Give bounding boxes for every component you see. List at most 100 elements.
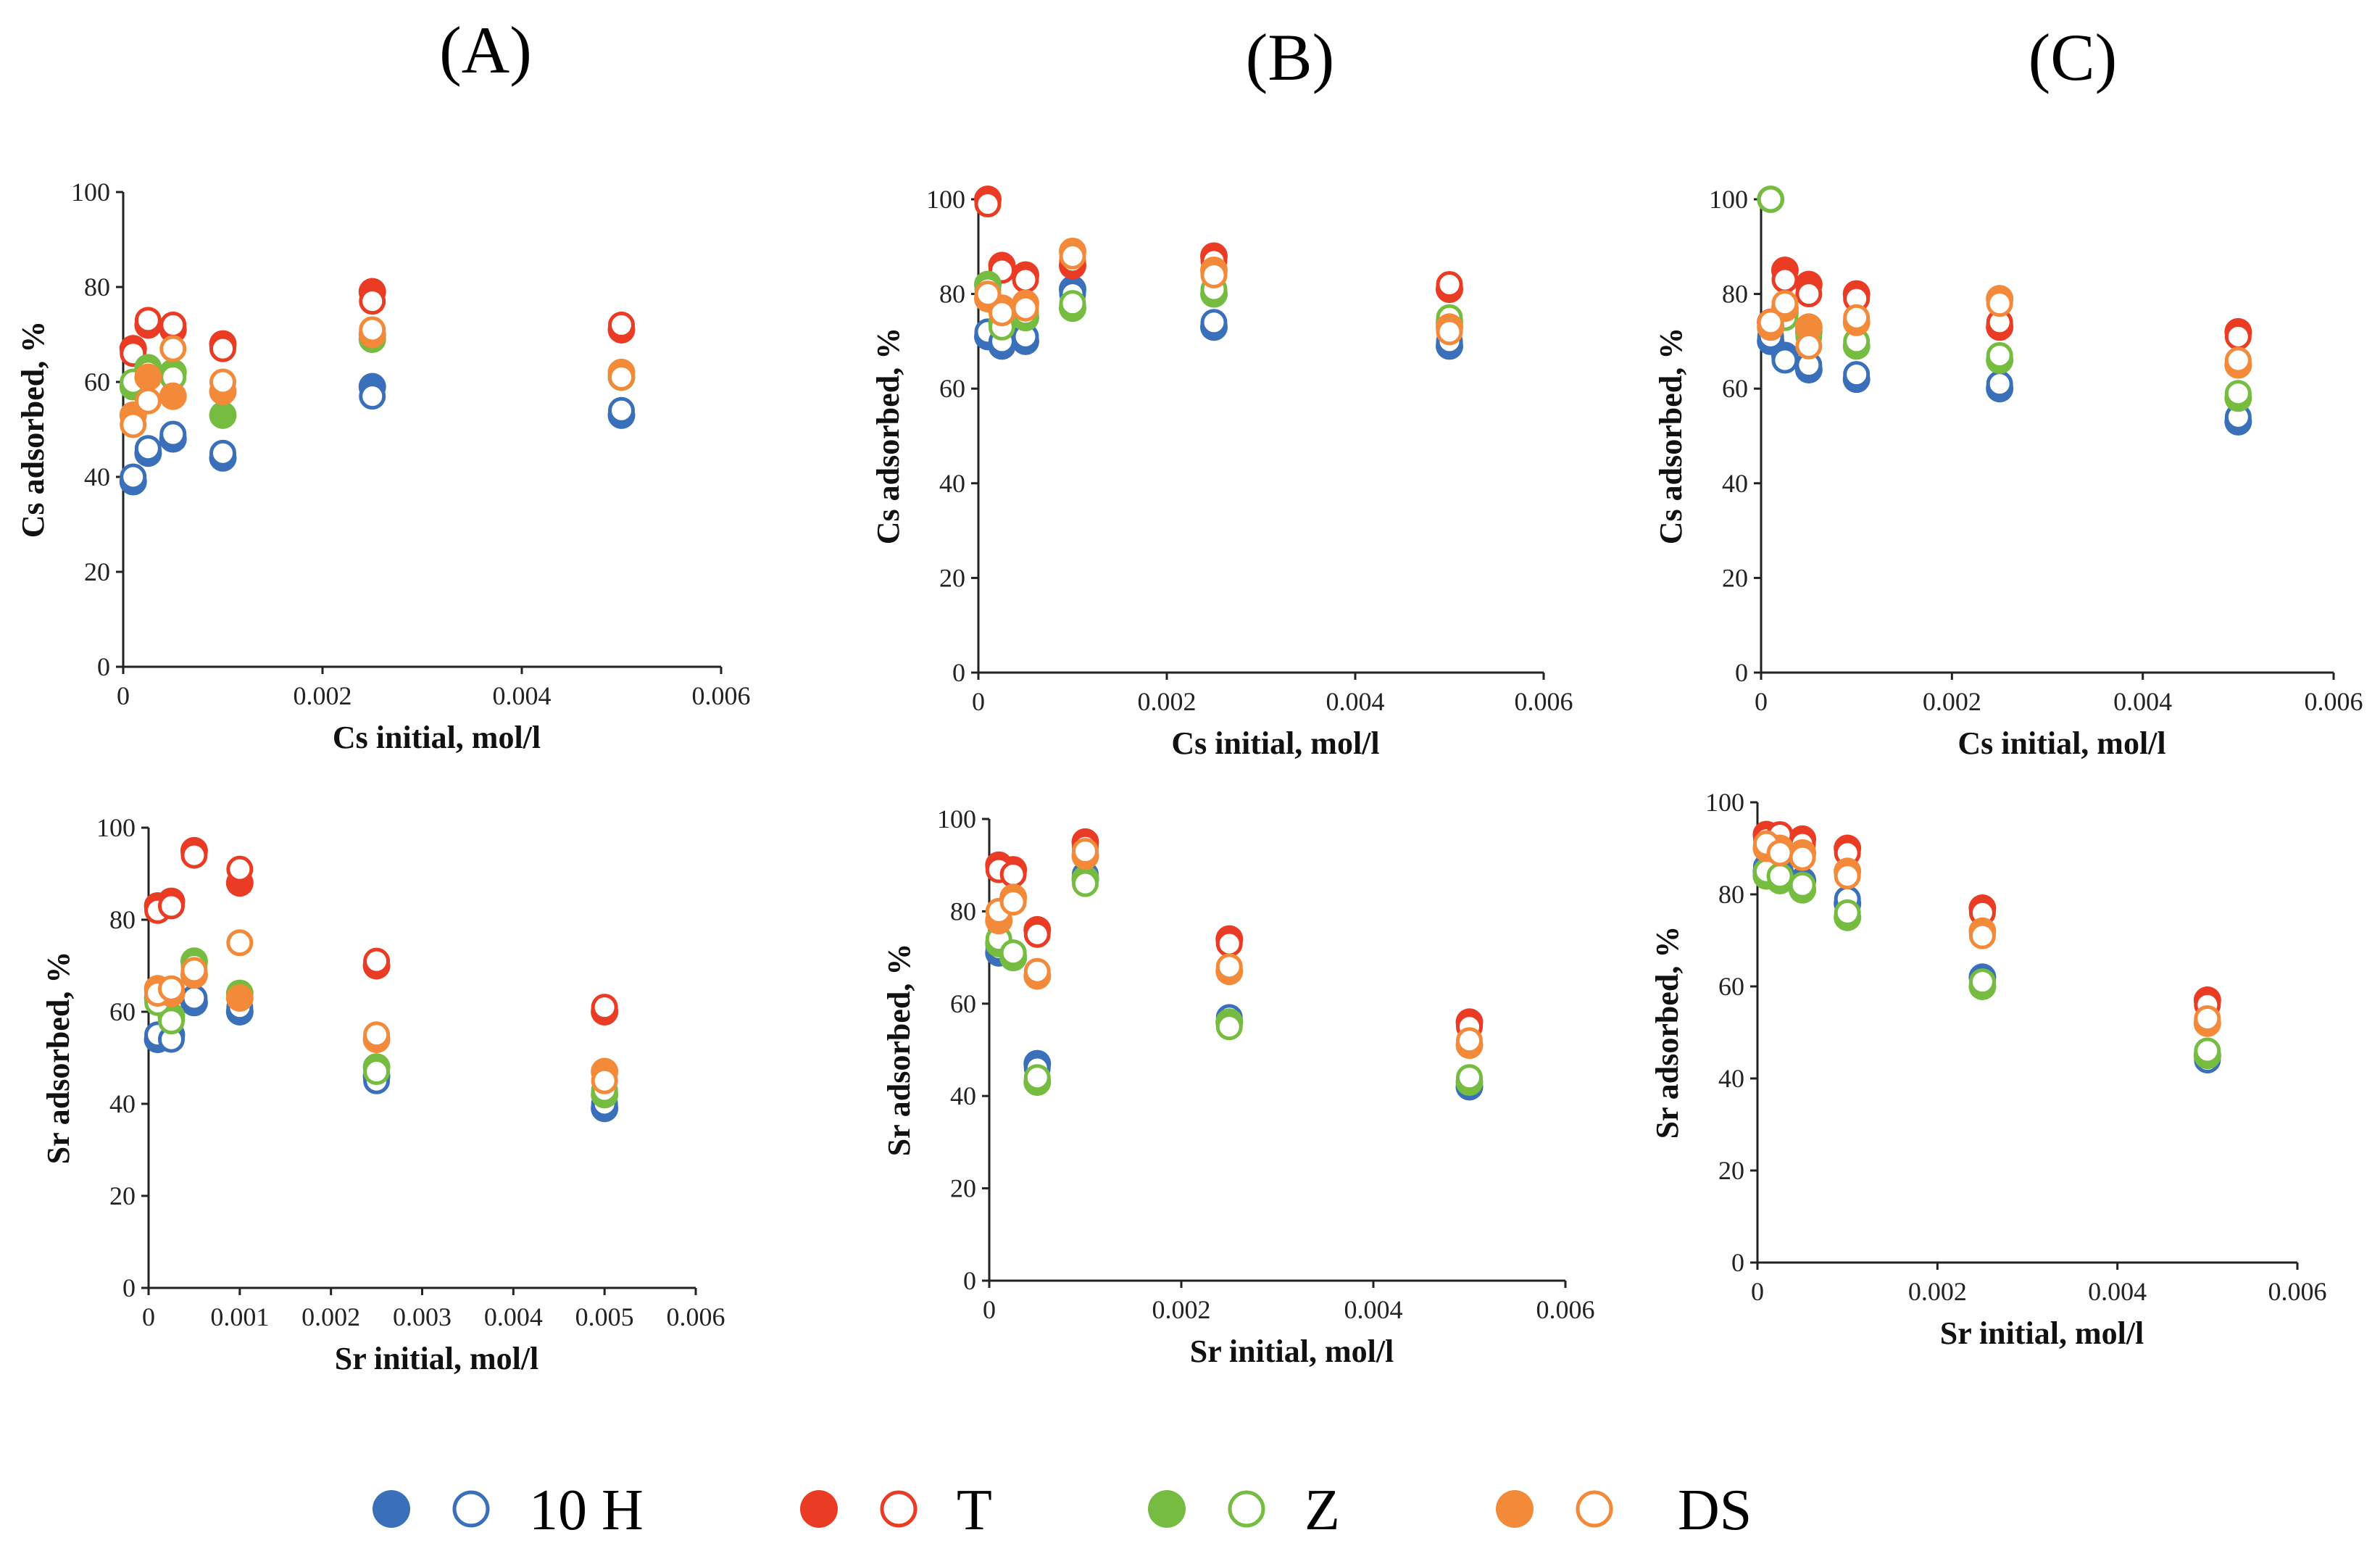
y-tick-label: 60 <box>1722 374 1748 403</box>
x-tick-label: 0 <box>1755 687 1768 716</box>
panel-label-b: (B) <box>1246 20 1335 94</box>
y-tick-label: 20 <box>939 563 965 592</box>
point-ds-open <box>1215 953 1243 981</box>
point-z-open <box>2194 1037 2221 1065</box>
y-axis-title: Cs adsorbed, % <box>15 321 51 539</box>
legend-z-open-marker <box>1228 1490 1265 1528</box>
point-ds-open <box>989 299 1015 327</box>
x-tick-label: 0.006 <box>1515 687 1573 716</box>
y-tick-label: 40 <box>1722 469 1748 498</box>
y-tick-label: 80 <box>1718 880 1744 909</box>
point-ds-open <box>1200 261 1228 288</box>
point-ds-open <box>2194 1005 2221 1032</box>
point-z-open <box>1023 1064 1051 1091</box>
point-z-open <box>1072 870 1099 897</box>
point-z-open <box>1986 341 2013 369</box>
point-10h-open <box>359 383 386 410</box>
x-axis-title: Sr initial, mol/l <box>335 1341 539 1376</box>
point-z-open <box>1789 871 1816 899</box>
y-axis-title: Cs adsorbed, % <box>1653 328 1689 545</box>
legend-10h-filled-marker <box>373 1490 410 1528</box>
point-10h-open <box>159 420 187 448</box>
y-tick-label: 60 <box>950 989 976 1018</box>
x-axis-title: Sr initial, mol/l <box>1940 1315 2144 1351</box>
point-ds-open <box>1766 839 1794 867</box>
y-axis-title: Cs adsorbed, % <box>870 328 906 545</box>
panel-label-a: (A) <box>439 13 532 87</box>
y-tick-label: 20 <box>84 557 110 586</box>
y-tick-label: 100 <box>96 813 136 842</box>
point-z-open <box>1757 186 1784 213</box>
legend-t-open-marker <box>880 1490 918 1528</box>
y-tick-label: 80 <box>84 273 110 302</box>
point-t-open <box>359 288 386 315</box>
point-t-open <box>1771 266 1799 294</box>
point-ds-open <box>1843 304 1871 331</box>
point-ds-open <box>134 387 162 415</box>
point-t-open <box>363 947 391 975</box>
x-tick-label: 0.003 <box>393 1302 452 1331</box>
x-axis-title: Sr initial, mol/l <box>1190 1334 1394 1369</box>
point-z-open <box>1215 1013 1243 1041</box>
chart-sr-c: 0 20 40 60 80 100 0 0.002 0.004 0.006 Sr initial, … <box>1649 788 2327 1351</box>
point-t-open <box>608 311 635 338</box>
y-tick-label: 100 <box>1705 788 1744 817</box>
legend-10h-label: 10 H <box>529 1479 644 1542</box>
y-tick-label: 80 <box>109 905 136 934</box>
y-tick-label: 100 <box>1709 185 1748 214</box>
point-t-open <box>974 191 1002 218</box>
legend-z-label: Z <box>1305 1479 1340 1542</box>
x-tick-label: 0.002 <box>1138 687 1197 716</box>
x-tick-label: 0.004 <box>493 681 552 710</box>
y-tick-label: 0 <box>122 1273 136 1302</box>
point-t-open <box>226 855 254 883</box>
point-ds-open <box>1072 838 1099 865</box>
panel-label-c: (C) <box>2029 20 2118 94</box>
point-ds-open <box>363 1021 391 1049</box>
x-tick-label: 0.002 <box>1908 1277 1967 1306</box>
legend-z-filled-marker <box>1148 1490 1186 1528</box>
point-t-open <box>999 860 1027 888</box>
point-10h-open <box>134 435 162 462</box>
y-tick-label: 100 <box>937 804 976 833</box>
point-ds-open <box>159 335 187 362</box>
point-t-open <box>180 841 208 869</box>
chart-sr-b: 0 20 40 60 80 100 0 0.002 0.004 0.006 Sr initial, … <box>881 804 1595 1369</box>
point-ds-open <box>226 929 254 957</box>
point-z-open <box>1766 862 1794 890</box>
point-t-open <box>1012 266 1039 294</box>
x-tick-label: 0 <box>117 681 130 710</box>
y-tick-label: 20 <box>109 1181 136 1210</box>
point-z-open <box>2224 380 2252 407</box>
legend-t-filled-marker <box>800 1490 838 1528</box>
y-tick-label: 0 <box>1735 658 1748 687</box>
x-tick-label: 0.002 <box>1152 1295 1211 1324</box>
x-tick-label: 0.004 <box>484 1302 543 1331</box>
y-tick-label: 20 <box>1722 563 1748 592</box>
point-z-filled <box>209 401 237 429</box>
point-ds-open <box>157 975 185 1002</box>
point-ds-open <box>1012 294 1039 322</box>
x-tick-label: 0.002 <box>294 681 352 710</box>
x-tick-label: 0.006 <box>1536 1295 1595 1324</box>
point-10h-open <box>1771 346 1799 374</box>
x-tick-label: 0.006 <box>692 681 751 710</box>
point-t-open <box>159 311 187 338</box>
point-ds-open <box>1968 922 1996 949</box>
y-tick-label: 100 <box>71 178 110 207</box>
point-z-open <box>1456 1064 1483 1091</box>
point-ds-open <box>608 363 635 391</box>
point-ds-open <box>209 368 236 396</box>
point-ds-open <box>359 316 386 344</box>
point-ds-filled <box>134 363 162 391</box>
point-ds-filled <box>159 382 187 410</box>
point-ds-open <box>1059 242 1086 270</box>
plots: 0 20 40 60 80 100 0 0.002 0.004 0.006 Cs initial, … <box>15 178 2363 1376</box>
x-tick-label: 0.004 <box>2113 687 2172 716</box>
x-tick-label: 0.006 <box>667 1302 725 1331</box>
y-tick-label: 20 <box>1718 1156 1744 1185</box>
point-t-open <box>134 307 162 334</box>
point-10h-open <box>1200 309 1228 336</box>
point-10h-open <box>1986 370 2013 398</box>
